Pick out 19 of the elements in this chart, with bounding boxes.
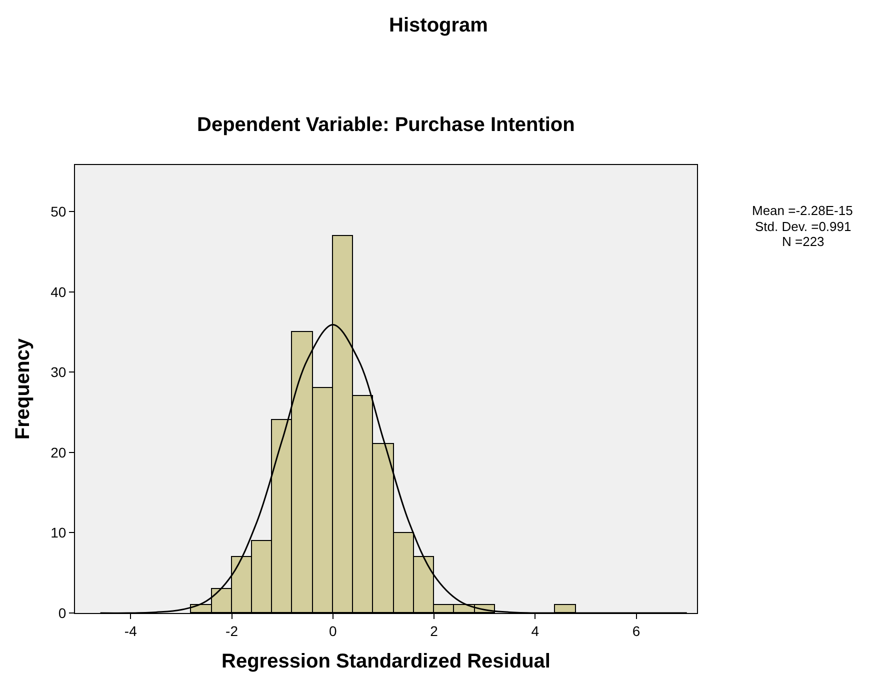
y-tick-label: 40: [50, 284, 66, 300]
y-tick-label: 50: [50, 203, 66, 220]
x-tick-label: 2: [430, 622, 438, 639]
chart-title: Histogram: [389, 14, 488, 36]
chart-subtitle: Dependent Variable: Purchase Intention: [197, 114, 575, 136]
x-tick-label: 0: [329, 622, 337, 639]
y-tick-label: 20: [50, 444, 66, 460]
y-tick-label: 10: [50, 524, 66, 541]
x-tick-label: -4: [124, 622, 138, 639]
x-tick-label: -2: [226, 622, 238, 639]
x-axis-title: Regression Standardized Residual: [222, 650, 550, 672]
text: Mean =-2.28E-15: [752, 203, 853, 218]
text: Std. Dev. =0.991: [755, 219, 852, 234]
y-axis-title: Frequency: [12, 338, 34, 440]
y-tick-label: 30: [50, 364, 66, 380]
text: N =223: [782, 234, 824, 249]
x-tick-label: 6: [632, 622, 640, 639]
x-tick-label: 4: [531, 622, 540, 639]
y-tick-label: 0: [58, 604, 66, 621]
